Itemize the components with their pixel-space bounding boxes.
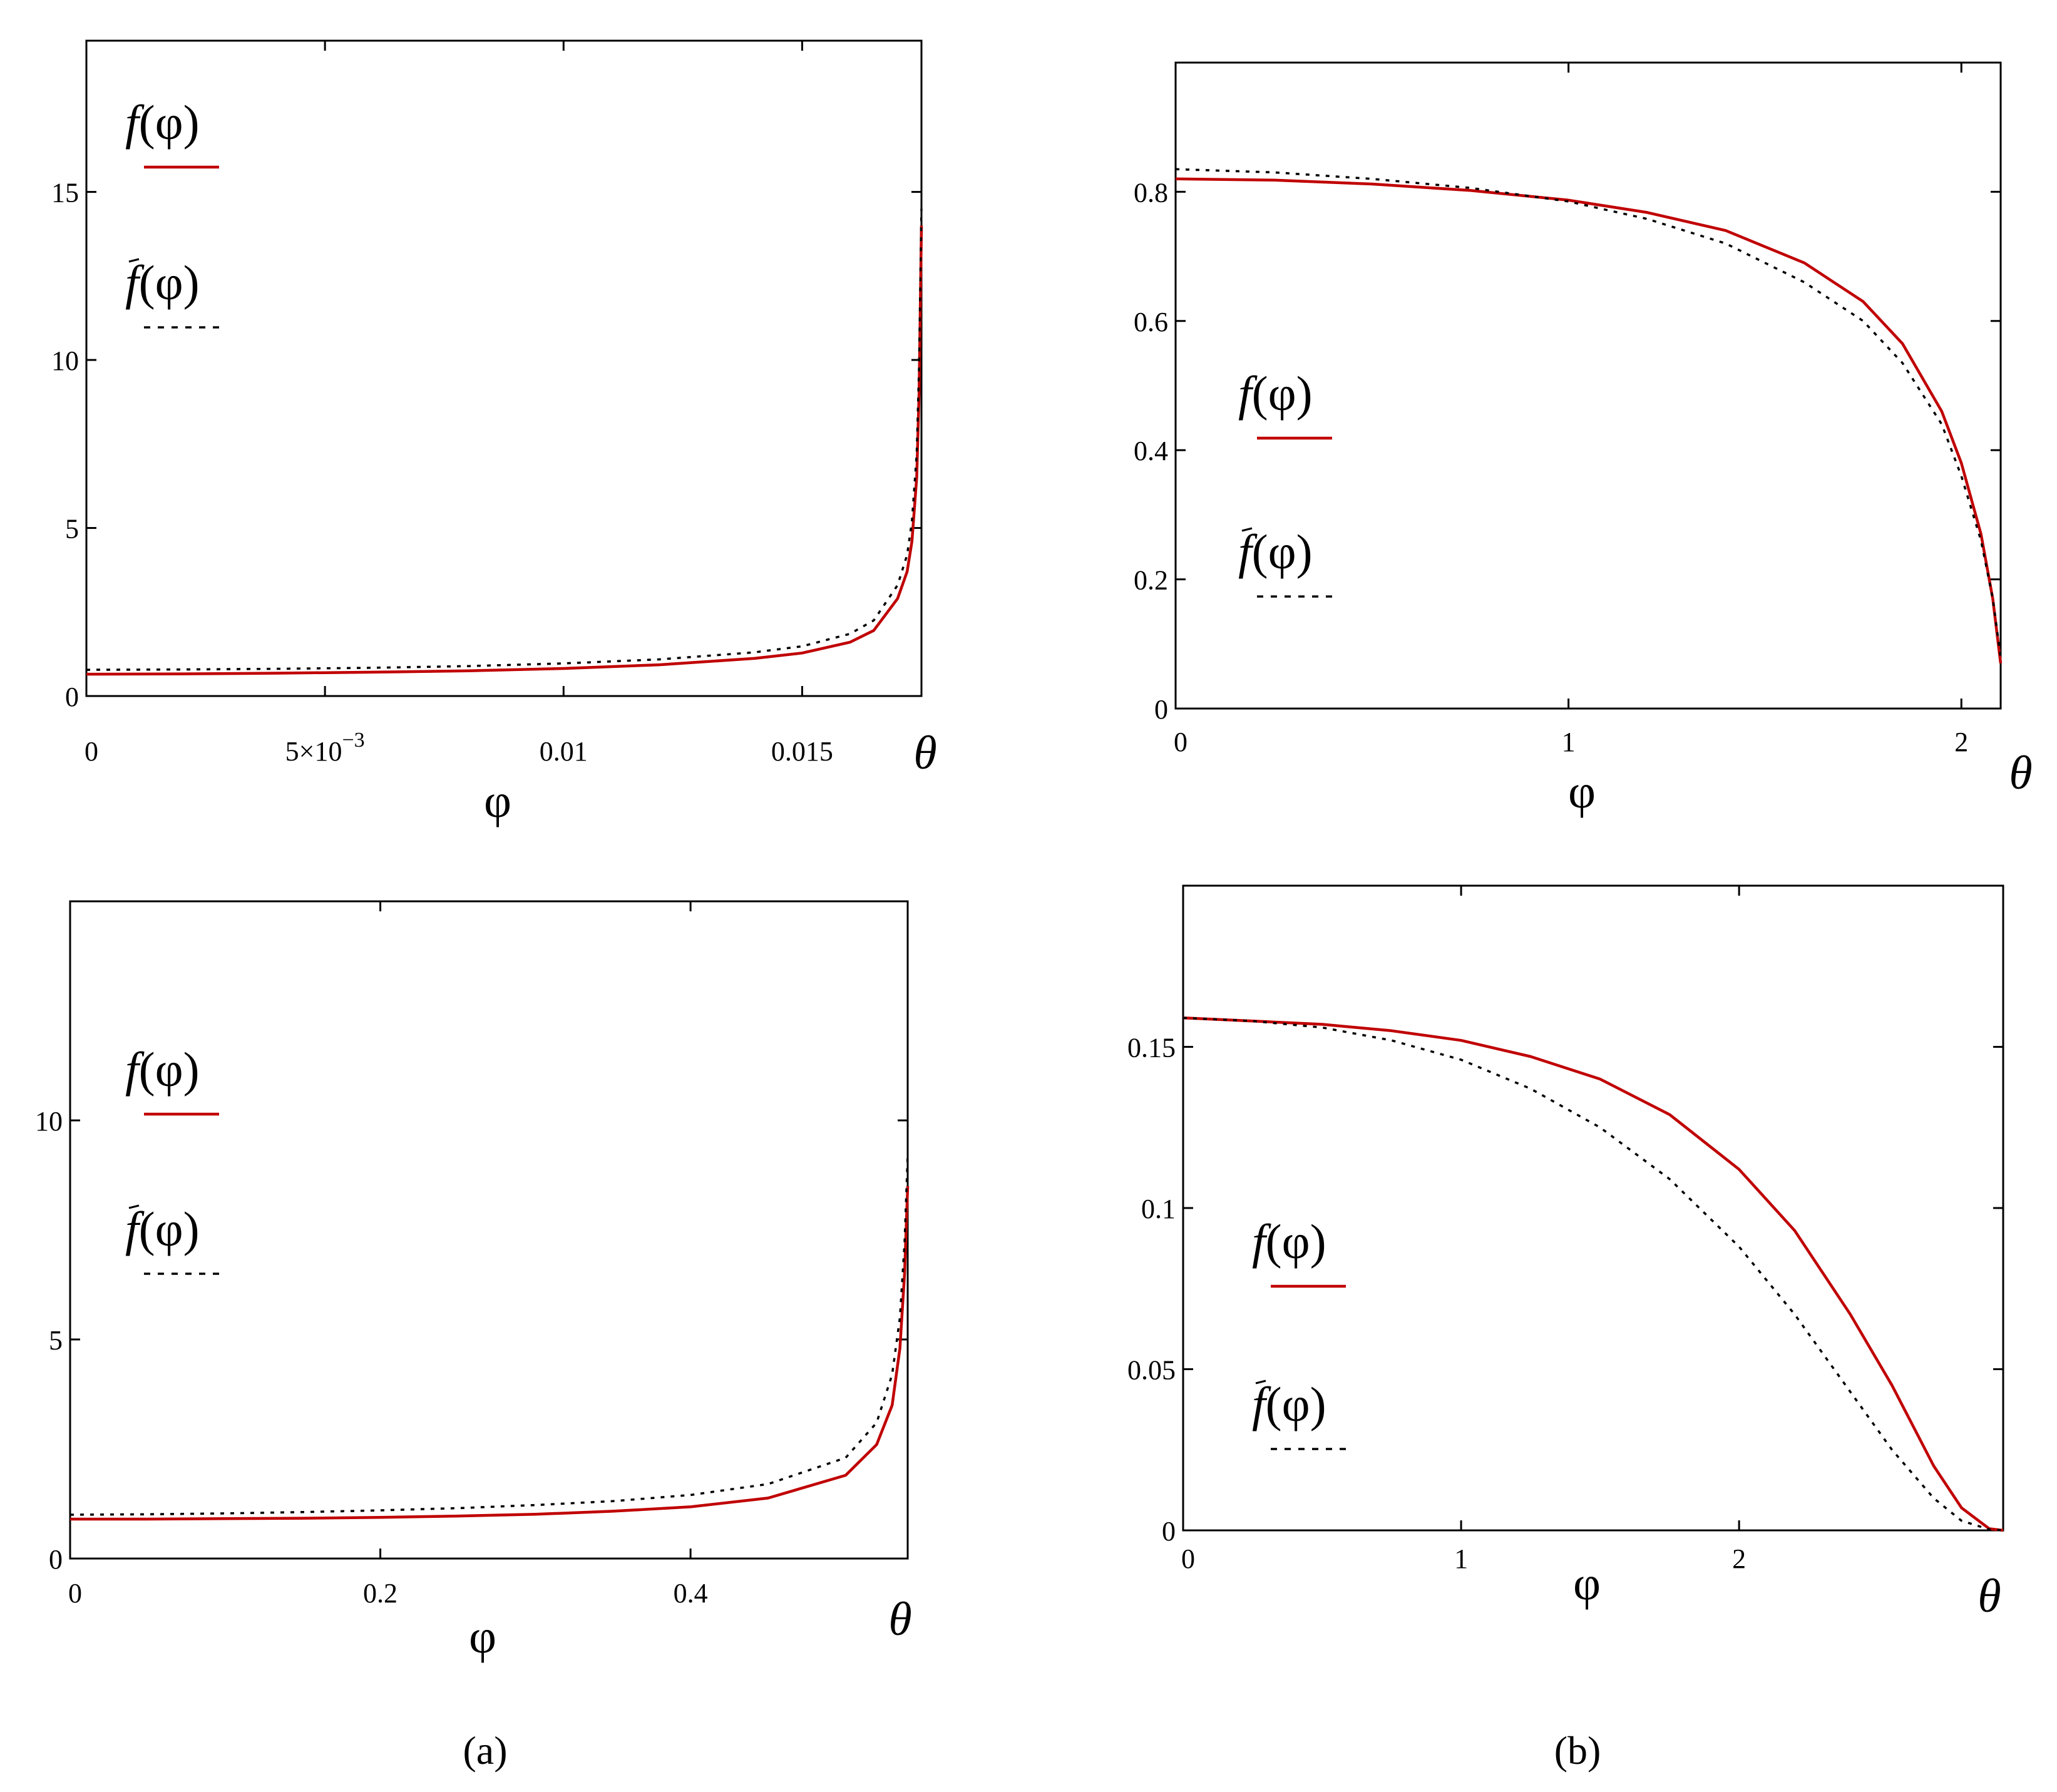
x-tick-label: 0.01	[540, 736, 588, 767]
plot-frame	[1174, 61, 2002, 710]
caption-b: (b)	[1554, 1728, 1601, 1773]
legend-f-label: f(φ)	[1238, 366, 1313, 421]
y-tick-label: 5	[49, 1325, 63, 1356]
legend-tilde-mark	[1241, 527, 1253, 532]
y-tick-label: 5	[65, 514, 79, 545]
y-tick-label: 0.15	[1127, 1033, 1176, 1063]
series-f-tilde-line	[69, 1155, 909, 1516]
series-f-line	[1182, 1016, 2004, 1532]
x-tick-label: 2	[1954, 727, 1968, 757]
y-tick-label: 0.1	[1141, 1194, 1176, 1224]
x-tick-label: 0	[85, 736, 98, 767]
x-tick-label: 1	[1562, 727, 1576, 757]
legend-f-label: f(φ)	[125, 95, 200, 150]
y-tick-label: 0.2	[1134, 565, 1168, 596]
theta-label: θ	[913, 727, 936, 779]
x-tick-label: 2	[1732, 1544, 1746, 1574]
legend-f-tilde-label: f(φ)	[125, 255, 200, 310]
chart-top-right: 0 0.2 0.4 0.6 0.8 0 1 2 φ θ f(φ) f(φ)	[1134, 61, 2033, 818]
series-f-tilde-line	[1182, 1016, 2004, 1532]
plot-frame	[85, 39, 923, 697]
series-f-line	[86, 225, 923, 676]
y-tick-label: 0	[1162, 1516, 1176, 1547]
x-axis-label: φ	[469, 1610, 496, 1663]
theta-label: θ	[888, 1593, 911, 1646]
y-tick-label: 0.05	[1127, 1355, 1176, 1386]
y-tick-label: 10	[35, 1106, 63, 1137]
legend-tilde-mark	[128, 1204, 140, 1209]
series-f-tilde-line	[86, 208, 923, 671]
caption-a: (a)	[463, 1728, 507, 1773]
series-f-line	[70, 1185, 910, 1521]
y-tick-label: 0	[65, 682, 79, 712]
y-tick-label: 0	[1154, 694, 1168, 725]
series-f-line	[1175, 177, 2003, 664]
legend-tilde-mark	[1255, 1380, 1266, 1385]
chart-bottom-left: 0 5 10 0 0.2 0.4 φ θ f(φ) f(φ)	[35, 900, 912, 1663]
legend-tilde-mark	[128, 258, 140, 263]
legend-f-tilde-label: f(φ)	[1252, 1377, 1326, 1431]
chart-bottom-right: 0 0.05 0.1 0.15 0 1 2 φ θ f(φ) f(φ)	[1127, 884, 2004, 1622]
legend-f-tilde-label: f(φ)	[125, 1202, 200, 1256]
x-tick-label: 0.015	[771, 736, 833, 767]
x-tick-label: 0.2	[363, 1578, 398, 1609]
legend-f-label: f(φ)	[1252, 1214, 1326, 1269]
y-tick-label: 0.8	[1134, 177, 1168, 208]
y-tick-label: 0.6	[1134, 307, 1168, 337]
theta-label: θ	[2009, 747, 2032, 799]
chart-top-left: 0 5 10 15 0 5×10−3 0.01 0.015 φ θ f(φ) f(φ)	[51, 39, 937, 827]
legend-f-tilde-label: f(φ)	[1238, 525, 1313, 579]
legend-f-label: f(φ)	[125, 1042, 200, 1097]
x-axis-label: φ	[1568, 765, 1596, 818]
x-tick-label: 0	[1174, 727, 1188, 757]
x-axis-label: φ	[484, 775, 511, 827]
y-tick-label: 0	[49, 1544, 63, 1575]
x-tick-label: 0	[1181, 1544, 1195, 1574]
x-tick-label: 1	[1454, 1544, 1468, 1574]
x-axis-label: φ	[1573, 1557, 1601, 1610]
theta-label: θ	[1977, 1570, 2001, 1622]
y-tick-label: 0.4	[1134, 436, 1168, 466]
y-tick-label: 10	[51, 346, 79, 376]
y-tick-label: 15	[51, 178, 79, 208]
x-tick-label: 0	[68, 1578, 82, 1609]
x-tick-label: 5×10−3	[285, 729, 365, 767]
x-tick-label: 0.4	[674, 1578, 708, 1609]
plot-frame	[69, 900, 909, 1560]
